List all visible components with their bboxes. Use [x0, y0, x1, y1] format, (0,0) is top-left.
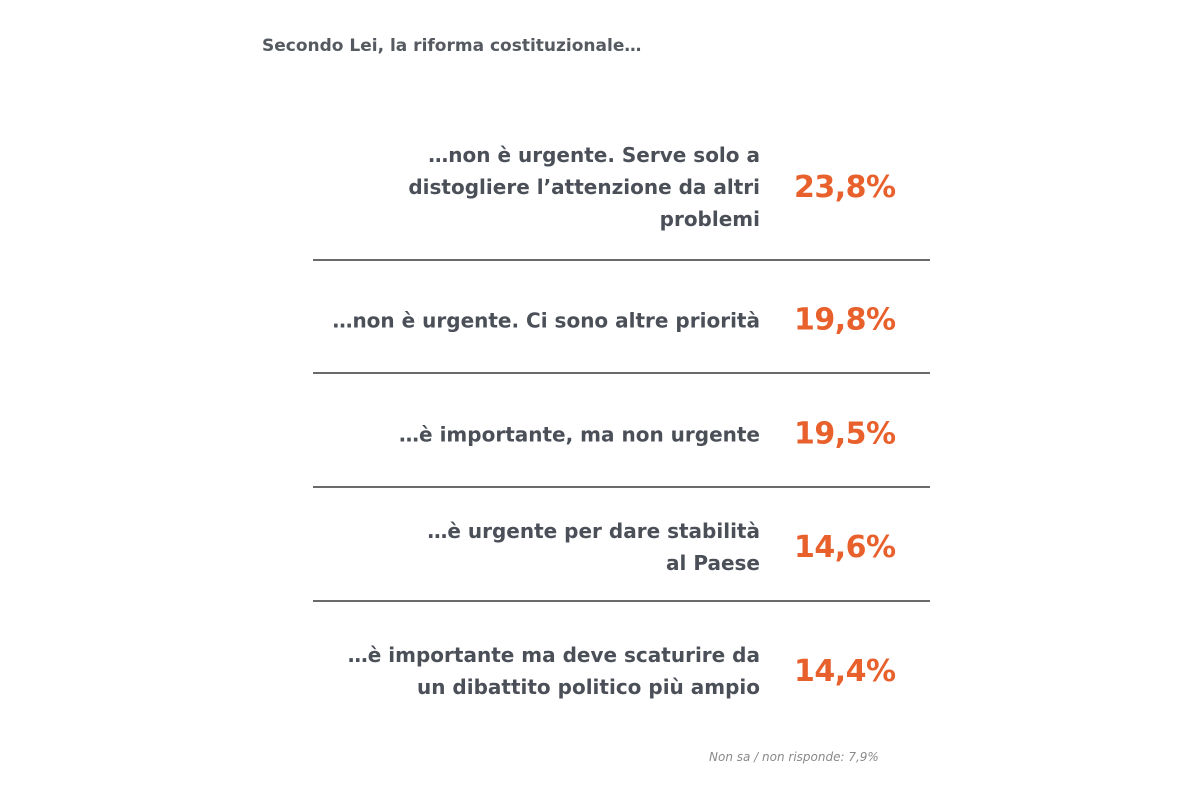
row-value: 19,8%: [794, 302, 896, 338]
chart-title: Secondo Lei, la riforma costituzionale…: [262, 36, 642, 56]
row-value: 14,6%: [794, 529, 896, 565]
table-row: …non è urgente. Serve solo a distogliere…: [313, 139, 930, 235]
row-label: …è importante, ma non urgente: [399, 422, 760, 446]
row-label: …è urgente per dare stabilità al Paese: [427, 519, 760, 575]
divider: [313, 600, 930, 602]
table-row: …è importante ma deve scaturire da un di…: [313, 639, 930, 703]
row-value: 14,4%: [794, 653, 896, 689]
divider: [313, 486, 930, 488]
row-label: …è importante ma deve scaturire da un di…: [347, 643, 760, 699]
divider: [313, 259, 930, 261]
divider: [313, 372, 930, 374]
row-label: …non è urgente. Ci sono altre priorità: [332, 308, 760, 332]
row-label: …non è urgente. Serve solo a distogliere…: [408, 143, 760, 231]
table-row: …è importante, ma non urgente 19,5%: [313, 417, 930, 452]
row-value: 19,5%: [794, 416, 896, 452]
table-row: …non è urgente. Ci sono altre priorità 1…: [313, 303, 930, 338]
table-row: …è urgente per dare stabilità al Paese 1…: [313, 515, 930, 579]
row-value: 23,8%: [794, 169, 896, 205]
footnote: Non sa / non risponde: 7,9%: [709, 750, 879, 764]
